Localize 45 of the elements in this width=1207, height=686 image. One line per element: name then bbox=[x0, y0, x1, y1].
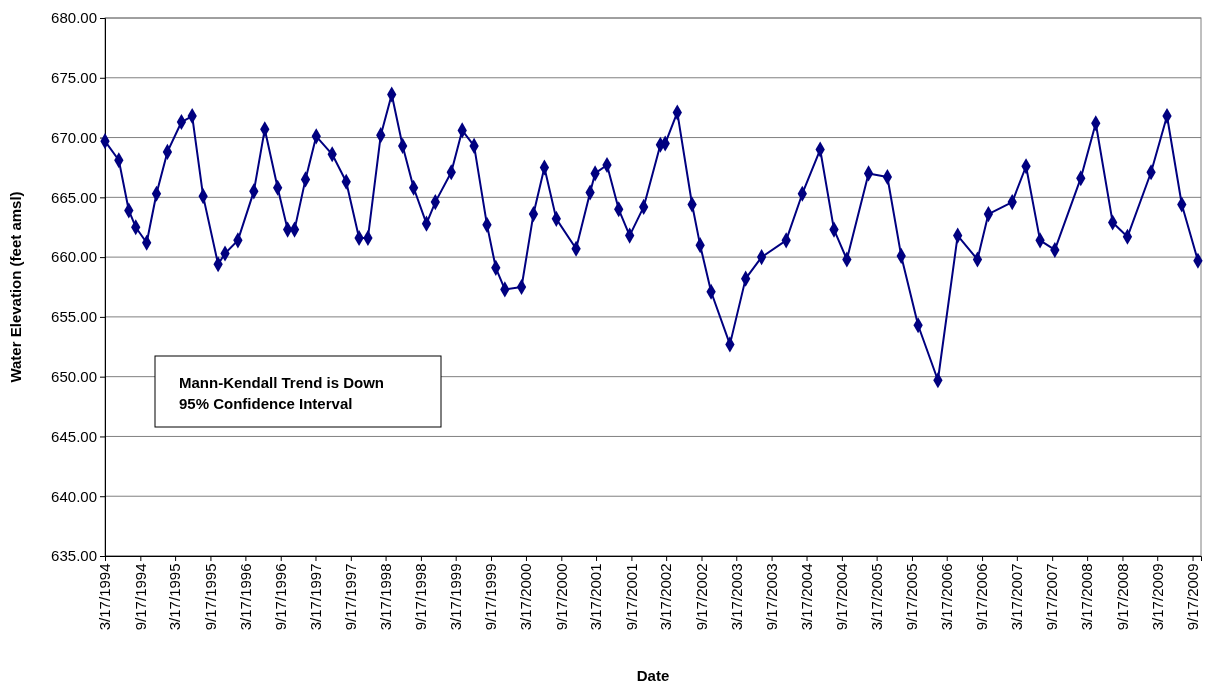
x-tick-label: 3/17/2001 bbox=[587, 563, 605, 631]
annotation: Mann-Kendall Trend is Down 95% Confidence Interval bbox=[179, 374, 385, 412]
x-tick-label: 3/17/2009 bbox=[1148, 563, 1166, 631]
x-tick-label: 9/17/1995 bbox=[201, 563, 219, 631]
x-tick-label: 3/17/2008 bbox=[1078, 563, 1096, 631]
x-tick-label: 9/17/2009 bbox=[1183, 563, 1201, 631]
x-tick-label: 9/17/2004 bbox=[833, 563, 851, 631]
y-tick-label: 640.00 bbox=[51, 487, 97, 505]
y-axis-title: Water Elevation (feet amsl) bbox=[7, 191, 24, 383]
x-tick-label: 3/17/1998 bbox=[376, 563, 394, 631]
x-tick-label: 9/17/1997 bbox=[342, 563, 360, 631]
x-tick-label: 3/17/2004 bbox=[797, 563, 815, 631]
y-tick-label: 670.00 bbox=[51, 128, 97, 146]
x-tick-label: 3/17/1996 bbox=[236, 563, 254, 631]
x-tick-label: 9/17/2006 bbox=[973, 563, 991, 631]
y-tick-label: 680.00 bbox=[51, 9, 97, 27]
x-tick-label: 3/17/2007 bbox=[1008, 563, 1026, 631]
x-tick-label: 3/17/1995 bbox=[166, 563, 184, 631]
x-tick-label: 9/17/2003 bbox=[762, 563, 780, 631]
x-tick-label: 9/17/2007 bbox=[1043, 563, 1061, 631]
x-tick-label: 3/17/1997 bbox=[306, 563, 324, 631]
x-tick-label: 9/17/2005 bbox=[903, 563, 921, 631]
y-tick-label: 665.00 bbox=[51, 188, 97, 206]
x-tick-label: 9/17/2002 bbox=[692, 563, 710, 631]
x-tick-label: 9/17/2001 bbox=[622, 563, 640, 631]
x-tick-label: 3/17/2000 bbox=[517, 563, 535, 631]
x-tick-label: 9/17/2000 bbox=[552, 563, 570, 631]
x-tick-label: 9/17/1994 bbox=[131, 563, 149, 631]
x-axis-title: Date bbox=[636, 667, 670, 684]
x-tick-label: 9/17/1996 bbox=[272, 563, 290, 631]
y-tick-label: 650.00 bbox=[51, 367, 97, 385]
x-tick-label: 3/17/2006 bbox=[938, 563, 956, 631]
x-tick-label: 3/17/2003 bbox=[727, 563, 745, 631]
x-tick-label: 9/17/1998 bbox=[412, 563, 430, 631]
y-tick-label: 660.00 bbox=[51, 248, 97, 266]
x-tick-label: 3/17/1994 bbox=[96, 563, 114, 631]
x-tick-label: 3/17/2002 bbox=[657, 563, 675, 631]
y-tick-label: 675.00 bbox=[51, 69, 97, 87]
x-tick-label: 3/17/2005 bbox=[867, 563, 885, 631]
x-tick-label: 9/17/1999 bbox=[482, 563, 500, 631]
y-tick-label: 635.00 bbox=[51, 547, 97, 565]
y-tick-label: 655.00 bbox=[51, 308, 97, 326]
y-tick-label: 645.00 bbox=[51, 427, 97, 445]
x-tick-label: 3/17/1999 bbox=[446, 563, 464, 631]
x-tick-label: 9/17/2008 bbox=[1113, 563, 1131, 631]
